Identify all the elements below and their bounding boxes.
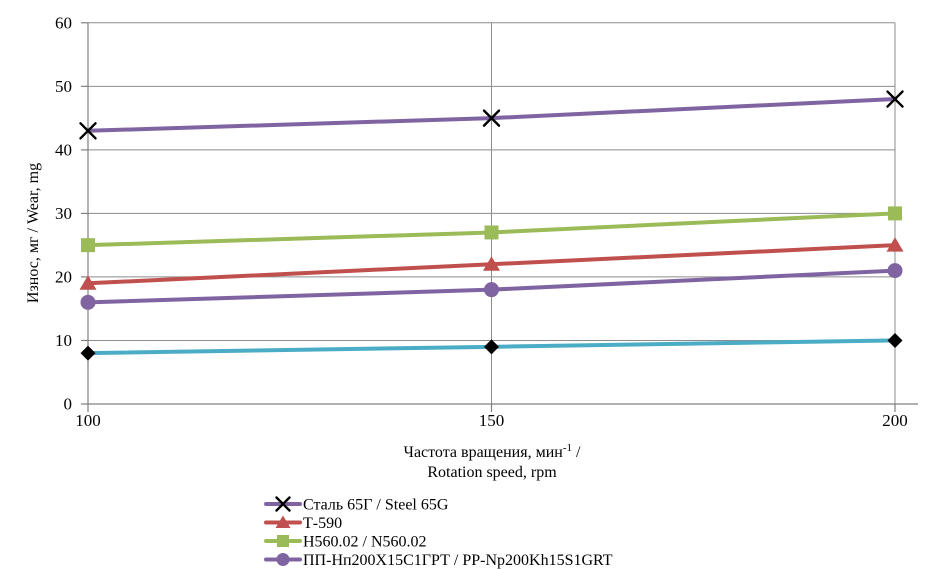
legend-item: Сталь 65Г / Steel 65G [264,496,449,514]
diamond-marker-icon [484,339,499,355]
x-tick-label: 100 [75,411,101,430]
axes [81,22,918,412]
legend: Сталь 65Г / Steel 65G Т-590 Н560.02 / N5… [264,496,613,569]
legend-label: ПП-Нп200Х15С1ГРТ / PP-Np200Kh15S1GRT [303,552,613,569]
diamond-marker-icon [887,332,903,348]
x-cross-marker-icon [79,122,97,140]
y-axis-title: Износ, мг / Wear, mg [25,163,42,303]
x-cross-marker-icon [275,496,291,512]
legend-item: Н560.02 / N560.02 [264,534,427,551]
y-tick-label: 10 [55,331,72,350]
diamond-marker-icon [80,345,96,361]
legend-marker-circle-icon [264,553,302,566]
circle-marker-icon [276,553,290,566]
series-lines-and-markers [79,90,904,361]
square-marker-icon [277,535,289,547]
x-axis-title-line1: Частота вращения, мин-1 / [404,442,581,461]
x-tick-label: 200 [882,411,908,430]
legend-marker-square-icon [264,535,302,547]
square-marker-icon [81,238,95,253]
square-marker-icon [484,225,499,240]
y-tick-label: 20 [55,268,72,287]
y-tick-label: 30 [55,204,72,223]
x-axis-title-line2: Rotation speed, rpm [427,464,557,481]
legend-marker-triangle-icon [264,515,302,528]
legend-marker-x-cross-icon [264,496,302,512]
y-tick-label: 40 [55,141,72,160]
legend-label: Т-590 [303,515,342,532]
y-tick-label: 60 [55,14,72,33]
x-cross-marker-icon [886,90,904,108]
y-tick-label: 50 [55,77,72,96]
x-tick-label: 150 [479,411,505,430]
triangle-marker-icon [275,515,291,528]
circle-marker-icon [887,263,903,279]
legend-label: Сталь 65Г / Steel 65G [303,497,449,514]
circle-marker-icon [484,282,499,298]
legend-item: Т-590 [264,515,342,532]
y-tick-label: 0 [64,395,73,414]
x-axis-tick-labels: 100 150 200 [75,411,908,430]
legend-label: Н560.02 / N560.02 [303,534,427,551]
legend-item: ПП-Нп200Х15С1ГРТ / PP-Np200Kh15S1GRT [264,552,613,569]
circle-marker-icon [80,294,96,310]
x-axis-title: Частота вращения, мин-1 / Rotation speed… [404,442,581,481]
y-axis-tick-labels: 0 10 20 30 40 50 60 [55,14,72,414]
x-cross-marker-icon [482,109,501,127]
triangle-marker-icon [79,275,97,290]
square-marker-icon [888,206,902,221]
triangle-marker-icon [886,237,904,252]
triangle-marker-icon [483,256,500,271]
